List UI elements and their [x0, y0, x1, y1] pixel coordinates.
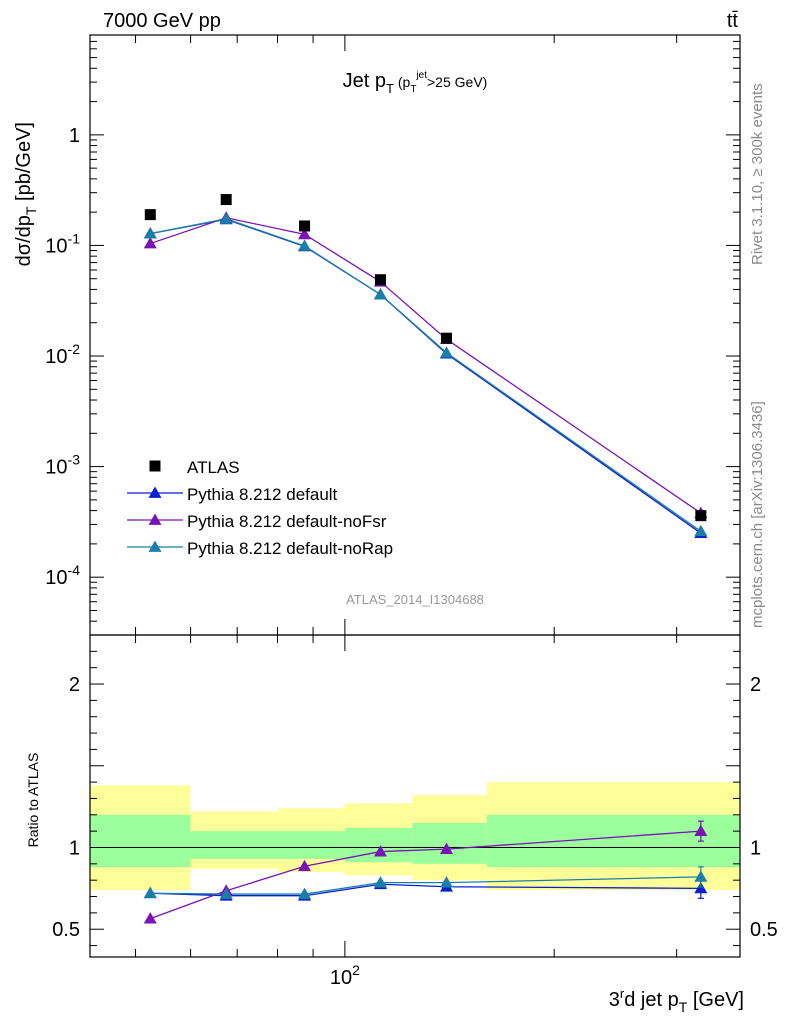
- main-series-1-point: [298, 227, 312, 240]
- ratio-y-tick-label: 0.5: [52, 919, 80, 941]
- main-series-2-point: [219, 212, 233, 224]
- band-inner-1: [190, 831, 278, 859]
- ratio-y-axis-label: Ratio to ATLAS: [25, 753, 41, 848]
- band-inner-4: [412, 822, 487, 864]
- ratio-series-2-point: [694, 870, 708, 882]
- main-y-tick-label: 1: [69, 125, 80, 147]
- band-inner-5: [486, 814, 740, 868]
- legend-atlas-label: ATLAS: [187, 458, 240, 477]
- header-right-label: tt̄: [727, 10, 739, 32]
- legend-label-1: Pythia 8.212 default-noFsr: [187, 512, 387, 531]
- tick-labels: 10-4 10-3 10-2 10-1 1 0.5 0.5 1 1 2 2 102: [45, 125, 778, 989]
- ratio-series-2-point: [298, 887, 312, 899]
- ratio-y-tick-label-right: 2: [750, 674, 761, 696]
- atlas-data-point: [144, 209, 156, 221]
- band-inner-0: [90, 814, 191, 868]
- band-inner-2: [277, 831, 345, 859]
- main-series-2-point: [439, 346, 453, 358]
- ratio-y-tick-label-right: 0.5: [750, 919, 778, 941]
- x-tick-label: 102: [330, 962, 360, 989]
- atlas-data-point: [220, 194, 232, 206]
- ratio-series-2-point: [219, 887, 233, 899]
- ratio-series-1-point: [143, 912, 157, 924]
- main-series-2-point: [298, 239, 312, 251]
- ratio-panel-frame: [89, 634, 741, 958]
- axis-ticks: [90, 34, 740, 957]
- main-series-line-1: [150, 217, 702, 514]
- ratio-series-2-point: [143, 886, 157, 899]
- legend: ATLAS Pythia 8.212 default Pythia 8.212 de…: [127, 458, 393, 558]
- ratio-series-0-point: [694, 881, 708, 894]
- series-markers: [143, 194, 708, 924]
- atlas-data-point: [374, 274, 386, 286]
- atlas-data-point: [695, 510, 707, 522]
- main-series-2-point: [373, 288, 387, 300]
- ratio-series-2-point: [439, 876, 453, 888]
- legend-marker-1: [148, 513, 162, 525]
- ratio-series-line-1: [150, 830, 701, 920]
- rivet-version-label: Rivet 3.1.10, ≥ 300k events: [749, 83, 766, 265]
- ratio-series-1-point: [373, 845, 387, 857]
- ratio-y-tick-label: 1: [69, 837, 80, 859]
- main-y-tick-label: 10-2: [45, 341, 80, 368]
- ratio-y-tick-label-right: 1: [750, 837, 761, 859]
- main-series-line-2: [150, 218, 702, 532]
- x-axis-label: 3rd jet pT [GeV]: [609, 986, 744, 1015]
- analysis-watermark: ATLAS_2014_I1304688: [346, 592, 484, 607]
- atlas-data-point: [440, 332, 452, 344]
- main-series-1-point: [143, 237, 157, 249]
- ratio-uncertainty-bands: [90, 782, 740, 890]
- mcplots-source-label: mcplots.cern.ch [arXiv:1306.3436]: [749, 401, 766, 628]
- main-series-2-point: [694, 524, 708, 537]
- legend-label-2: Pythia 8.212 default-noRap: [187, 539, 393, 558]
- legend-marker-0: [148, 486, 162, 498]
- main-y-tick-label: 10-4: [45, 562, 80, 589]
- legend-atlas-marker: [149, 460, 161, 472]
- main-y-axis-label: dσ/dpT [pb/GeV]: [13, 122, 39, 266]
- ratio-series-1-point: [439, 842, 453, 854]
- series-lines: [150, 217, 702, 920]
- ratio-series-2-point: [373, 876, 387, 888]
- legend-marker-2: [148, 540, 162, 552]
- header-left-label: 7000 GeV pp: [103, 10, 221, 32]
- main-y-tick-label: 10-3: [45, 452, 80, 479]
- ratio-series-1-point: [298, 859, 312, 872]
- atlas-data-point: [299, 220, 311, 232]
- legend-label-0: Pythia 8.212 default: [187, 485, 338, 504]
- ratio-y-tick-label: 2: [69, 674, 80, 696]
- main-y-tick-label: 10-1: [45, 230, 80, 257]
- ratio-series-line-2: [150, 876, 701, 895]
- main-series-2-point: [143, 227, 157, 239]
- ratio-series-1-point: [694, 824, 708, 837]
- main-title: Jet pT (pTjet>25 GeV): [343, 70, 488, 96]
